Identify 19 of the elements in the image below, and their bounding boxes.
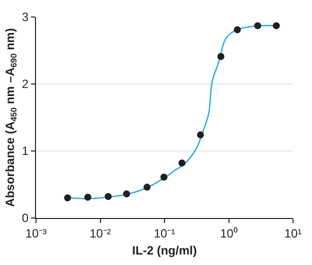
y-tick-label: 0 [22,211,29,226]
y-tick-label: 2 [22,77,29,92]
point [217,53,224,60]
x-tick-label: 10⁻² [90,226,111,240]
x-tick-label: 10⁰ [220,226,238,240]
y-tick-label: 1 [22,144,29,158]
x-tick-label: 10¹ [284,226,302,240]
point [196,131,204,138]
point [104,193,112,200]
point [254,22,262,30]
x-axis-title: IL-2 (ng/ml) [132,243,197,258]
point [272,22,280,30]
y-tick-label: 3 [22,10,29,24]
x-tick-label: 10⁻³ [25,226,47,240]
x-tick-label: 10⁻¹ [154,226,176,240]
point [123,190,130,198]
point [84,194,92,201]
point [160,174,168,181]
point [178,160,186,167]
